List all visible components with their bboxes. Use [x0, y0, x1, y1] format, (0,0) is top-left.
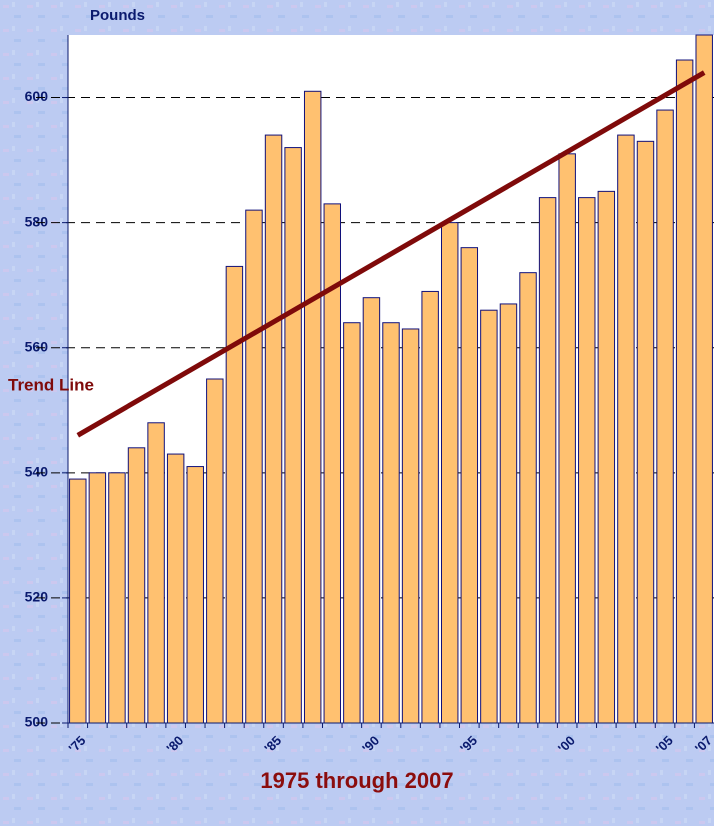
chart-title: 1975 through 2007	[260, 768, 453, 793]
bar	[656, 109, 674, 724]
bar	[303, 90, 322, 724]
bar	[88, 472, 107, 724]
bar	[499, 303, 518, 724]
y-tick-label: 600	[25, 88, 49, 104]
bar	[225, 265, 244, 724]
y-tick-label: 540	[25, 464, 49, 480]
bar	[578, 197, 596, 724]
bar	[460, 247, 479, 724]
bar	[362, 297, 381, 724]
bar	[166, 453, 185, 724]
bar	[558, 153, 576, 724]
bar	[147, 422, 165, 724]
bar	[343, 322, 361, 724]
bar	[441, 222, 459, 724]
bar	[617, 134, 635, 724]
bar	[382, 322, 400, 724]
bar	[206, 378, 224, 724]
bar	[675, 59, 694, 724]
bar	[127, 447, 146, 724]
bar	[480, 309, 498, 724]
bar	[401, 328, 420, 724]
bar	[597, 190, 616, 724]
bar	[108, 472, 126, 724]
bar	[695, 34, 713, 724]
bar	[538, 197, 557, 724]
bar	[245, 209, 263, 724]
y-tick-label: 520	[25, 589, 49, 605]
trend-line	[76, 70, 706, 438]
bar	[69, 478, 87, 724]
bar	[636, 140, 655, 724]
y-tick-label: 580	[25, 213, 49, 229]
bar	[421, 290, 439, 724]
bar	[284, 147, 302, 724]
trend-label: Trend Line	[8, 375, 94, 394]
y-tick-label: 560	[25, 338, 49, 354]
bar	[186, 466, 204, 724]
bar	[264, 134, 283, 724]
y-axis-label: Pounds	[90, 7, 145, 24]
y-tick-label: 500	[25, 714, 49, 730]
bar	[519, 272, 537, 724]
